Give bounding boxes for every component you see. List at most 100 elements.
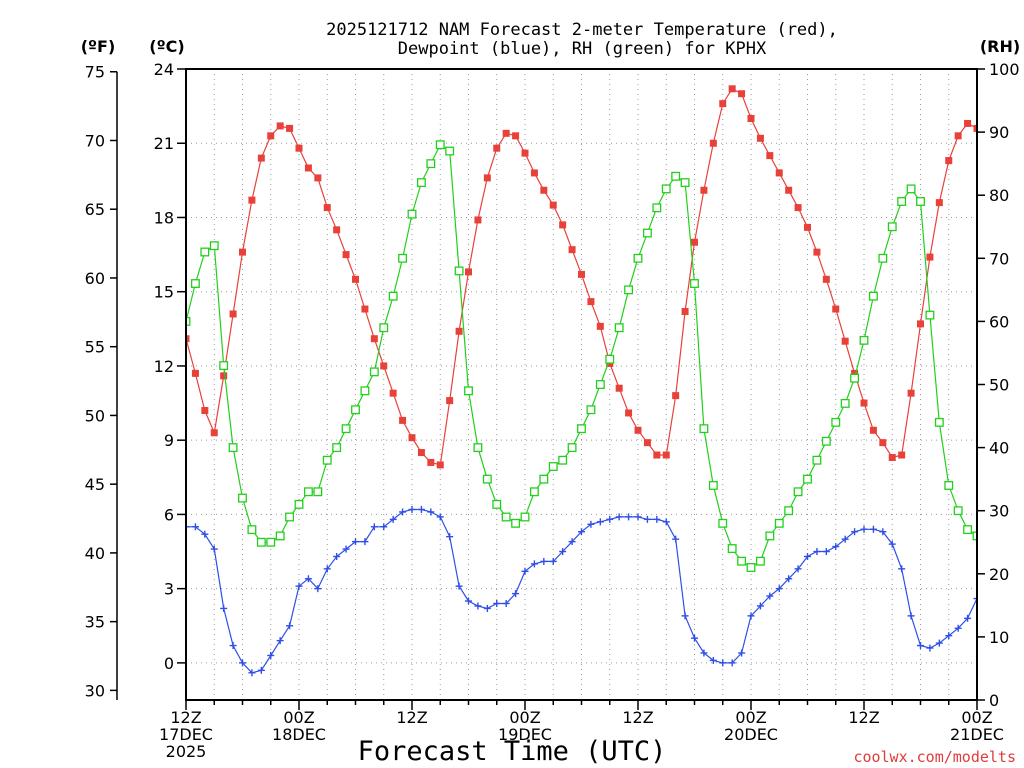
rh-point xyxy=(868,291,878,301)
dewpoint-point xyxy=(399,508,407,516)
rh-point xyxy=(369,367,379,377)
rh-point xyxy=(529,487,539,497)
celsius-tick-label: 0 xyxy=(164,654,174,673)
rh-point xyxy=(784,506,794,516)
temperature-point xyxy=(286,124,294,132)
dewpoint-point xyxy=(276,637,284,645)
dewpoint-point xyxy=(446,533,454,541)
rh-point xyxy=(624,285,634,295)
rh-point xyxy=(473,443,483,453)
celsius-tick-label: 9 xyxy=(164,431,174,450)
rh-tick-label: 40 xyxy=(989,439,1009,458)
temperature-point xyxy=(549,201,557,209)
temperature-point xyxy=(578,270,585,278)
dewpoint-point xyxy=(756,602,764,610)
fahrenheit-tick-label: 30 xyxy=(85,681,105,700)
temperature-point xyxy=(559,221,567,229)
dewpoint-point xyxy=(304,575,312,583)
dewpoint-point xyxy=(719,659,727,667)
celsius-tick-label: 12 xyxy=(154,357,174,376)
dewpoint-point xyxy=(596,518,604,526)
rh-point xyxy=(186,316,191,326)
dewpoint-point xyxy=(314,585,322,593)
dewpoint-point xyxy=(945,632,953,640)
temperature-point xyxy=(851,369,859,377)
temperature-point xyxy=(794,204,802,212)
rh-point xyxy=(416,178,426,188)
rh-point xyxy=(661,184,671,194)
temperature-point xyxy=(186,335,190,343)
celsius-tick-label: 6 xyxy=(164,505,174,524)
rh-point xyxy=(435,140,445,150)
dewpoint-point xyxy=(738,649,746,657)
rh-point xyxy=(840,398,850,408)
dewpoint-point xyxy=(615,513,623,521)
dewpoint-point xyxy=(229,642,237,650)
rh-tick-label: 90 xyxy=(989,123,1009,142)
rh-point xyxy=(633,253,643,263)
rh-point xyxy=(812,455,822,465)
dewpoint-point xyxy=(888,540,896,548)
fahrenheit-tick-label: 50 xyxy=(85,406,105,425)
dewpoint-point xyxy=(248,669,256,677)
rh-tick-label: 70 xyxy=(989,249,1009,268)
dewpoint-point xyxy=(408,505,416,513)
temperature-point xyxy=(954,132,962,140)
rh-point xyxy=(511,518,521,528)
rh-point xyxy=(539,474,549,484)
temperature-point xyxy=(625,409,633,417)
temperature-point xyxy=(926,253,934,261)
temperature-point xyxy=(352,275,359,283)
chart-title-line-1: 2025121712 NAM Forecast 2-meter Temperat… xyxy=(326,20,838,40)
temperature-point xyxy=(540,186,548,194)
dewpoint-point xyxy=(728,659,736,667)
temperature-point xyxy=(191,369,199,377)
dewpoint-point xyxy=(822,548,830,556)
rh-point xyxy=(501,512,511,522)
dewpoint-point xyxy=(860,525,868,533)
temperature-point xyxy=(474,216,482,224)
temperature-point xyxy=(361,305,369,313)
dewpoint-point xyxy=(455,582,463,590)
rh-point xyxy=(983,532,991,540)
temperature-point xyxy=(399,416,407,424)
fahrenheit-tick-label: 60 xyxy=(85,269,105,288)
dewpoint-point xyxy=(239,659,246,667)
dewpoint-point xyxy=(295,582,303,590)
dewpoint-point xyxy=(643,515,651,523)
dewpoint-point xyxy=(587,520,595,528)
rh-point xyxy=(492,499,502,509)
rh-point xyxy=(360,386,370,396)
temperature-point xyxy=(785,186,793,194)
temperature-point xyxy=(512,132,520,140)
rh-point xyxy=(774,518,784,528)
dewpoint-point xyxy=(813,548,821,556)
fahrenheit-tick-label: 35 xyxy=(85,613,105,632)
temperature-point xyxy=(493,144,501,152)
temperature-point xyxy=(681,308,689,316)
celsius-tick-label: 18 xyxy=(154,208,174,227)
temperature-point xyxy=(719,100,727,108)
rh-point xyxy=(595,380,605,389)
temperature-point xyxy=(465,268,472,276)
temperature-point xyxy=(229,310,237,318)
axes: 2421181512963075706560555045403530100908… xyxy=(85,60,1020,761)
rh-point xyxy=(737,556,747,566)
temperature-point xyxy=(436,461,444,469)
fahrenheit-tick-label: 75 xyxy=(85,63,105,82)
temperature-point xyxy=(417,449,425,457)
dewpoint-point xyxy=(785,575,793,583)
temperature-point xyxy=(380,362,388,370)
x-tick-label: 20DEC xyxy=(724,725,778,744)
rh-point xyxy=(200,247,210,257)
rh-point xyxy=(577,424,586,434)
dewpoint-point xyxy=(869,525,877,533)
temperature-point xyxy=(738,90,746,98)
temperature-point xyxy=(634,426,642,434)
temperature-point xyxy=(898,451,906,459)
dewpoint-point xyxy=(832,543,840,551)
rh-point xyxy=(247,525,257,535)
dewpoint-point xyxy=(380,523,388,531)
rh-point xyxy=(963,525,973,535)
